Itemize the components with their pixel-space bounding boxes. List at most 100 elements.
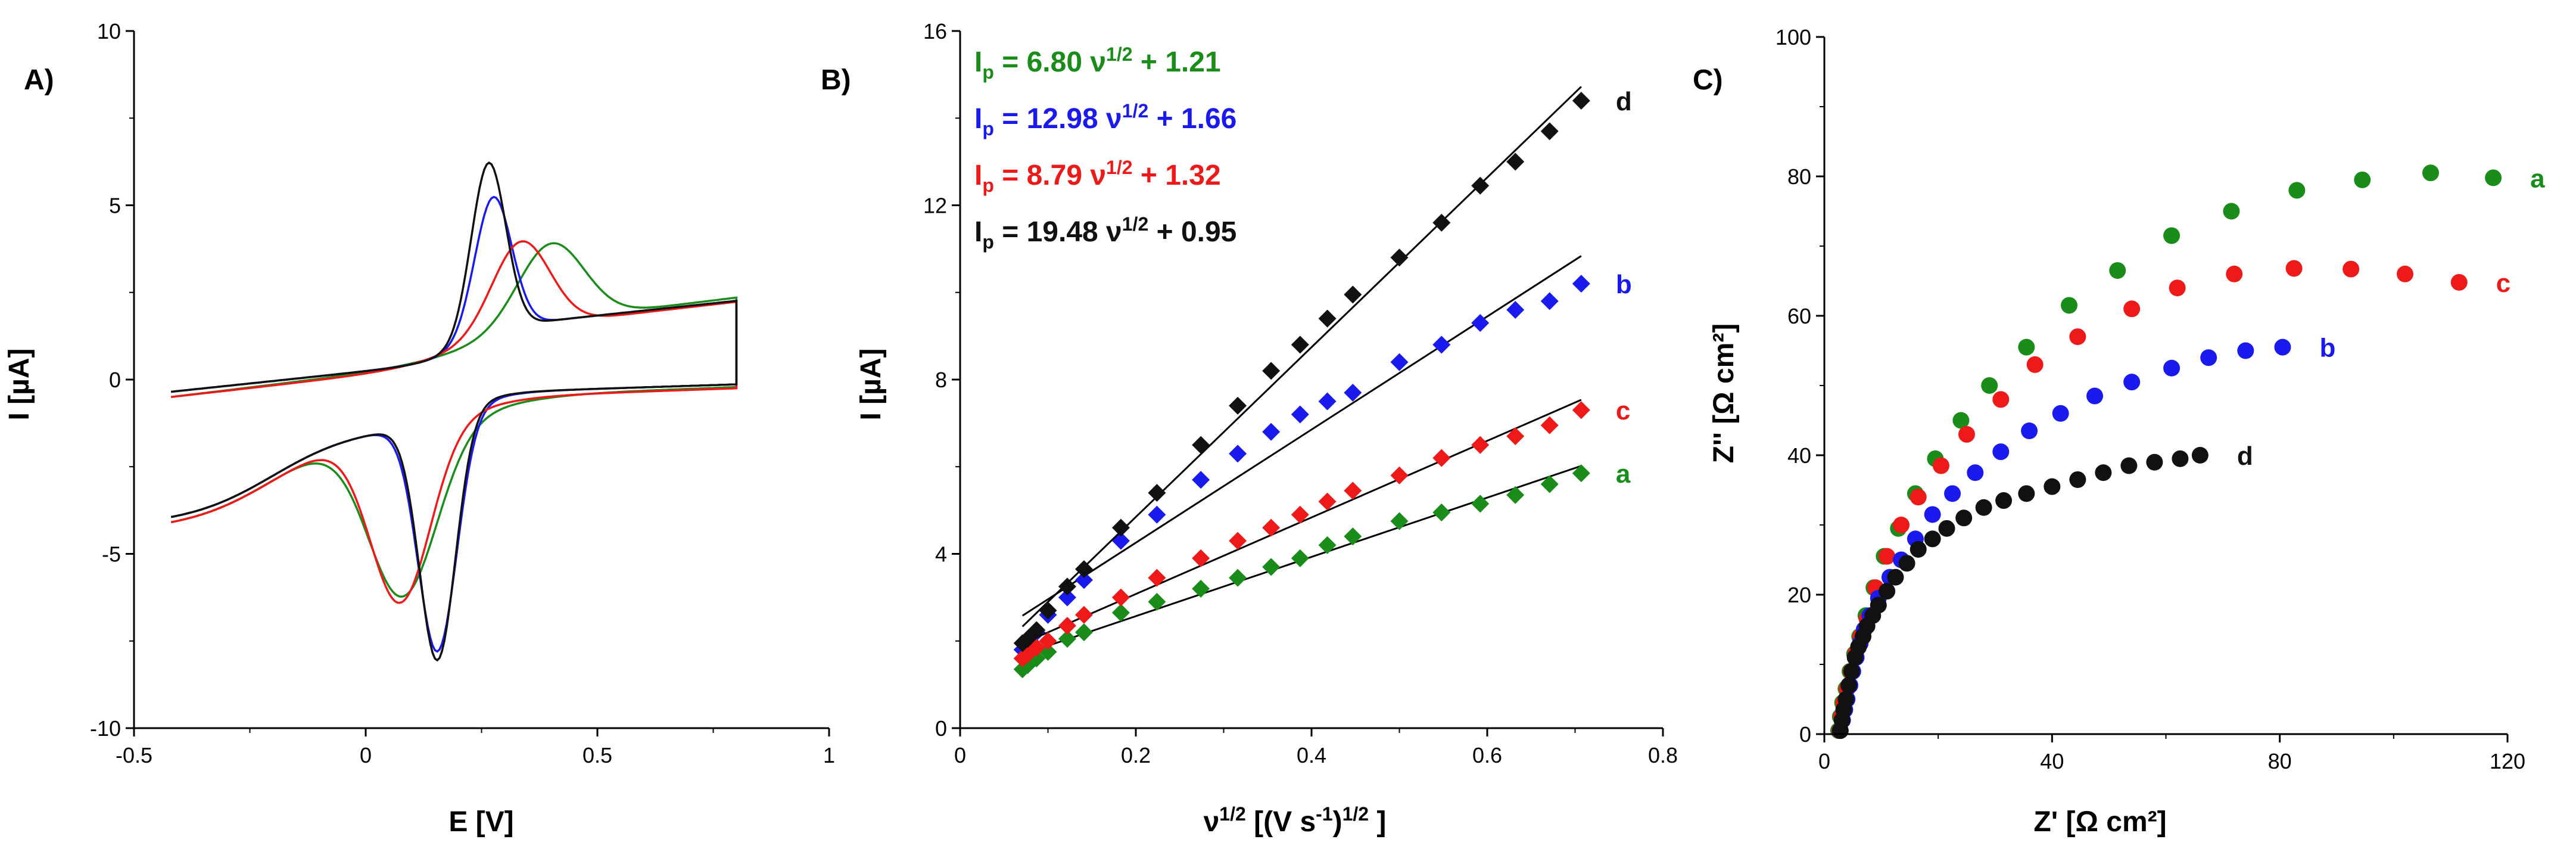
data-point-a — [2163, 227, 2181, 244]
panel-c-series-group: a c b d — [1830, 164, 2545, 739]
panel-a-axes: -10 -5 0 5 10 -0.5 0 0.5 1 — [90, 19, 835, 767]
data-point-d — [1843, 663, 1860, 680]
panel-b-y-tick-label: 0 — [935, 716, 947, 741]
data-point-a — [2354, 171, 2371, 188]
data-point-a — [2018, 338, 2035, 356]
data-point-d — [1887, 568, 1904, 586]
data-point-c — [2396, 265, 2413, 282]
data-point-b — [1967, 464, 1984, 481]
data-point-a — [1148, 592, 1166, 611]
data-point-a — [1390, 512, 1409, 530]
panel-c-y-tick-label: 40 — [1787, 443, 1811, 468]
panel-c-y-tick-label: 0 — [1799, 722, 1811, 747]
panel-b-ylabel: I [µA] — [855, 349, 887, 421]
data-point-c — [2285, 260, 2303, 277]
data-point-a — [1111, 604, 1130, 622]
data-point-b — [1390, 353, 1409, 371]
data-point-d — [2095, 464, 2112, 481]
data-point-d — [1344, 285, 1362, 304]
data-point-b — [1318, 392, 1337, 411]
fit-equation-2: Ip = 12.98 ν1/2 + 1.66 — [974, 100, 1236, 139]
data-point-a — [1074, 623, 1093, 642]
data-point-d — [2018, 485, 2035, 502]
data-point-a — [1471, 495, 1490, 513]
panel-a-y-tick-label: 0 — [109, 368, 121, 392]
panel-a-y-tick-label: -5 — [102, 542, 121, 567]
panel-c-x-tick-label: 120 — [2490, 749, 2525, 773]
panel-b-series-group: a b c d — [1013, 86, 1632, 679]
data-point-a — [1952, 412, 1970, 429]
series-label-b: b — [1616, 270, 1632, 299]
panel-b-y-tick-label: 8 — [935, 368, 947, 392]
panel-c-axes: 0 20 40 60 80 100 0 40 80 120 — [1776, 25, 2525, 773]
data-point-c — [1879, 548, 1896, 565]
data-point-d — [1910, 540, 1927, 558]
data-point-c — [1344, 481, 1362, 500]
data-point-a — [1432, 504, 1451, 522]
panel-a-label: A) — [24, 64, 54, 96]
data-point-c — [1039, 632, 1057, 650]
data-point-b — [1344, 383, 1362, 402]
data-point-d — [1192, 436, 1210, 454]
panel-b-equations: Ip = 6.80 ν1/2 + 1.21 Ip = 12.98 ν1/2 + 1… — [974, 43, 1236, 253]
data-point-a — [1572, 464, 1590, 483]
data-point-a — [1344, 527, 1362, 546]
panel-b-xlabel-nu: ν — [1204, 806, 1220, 838]
data-point-a — [1262, 558, 1281, 576]
data-point-d — [1262, 362, 1281, 380]
panel-b-scatter-plot: B) a b c d 0 4 8 12 16 0 0.2 0.4 0.6 0.8 Ip = 6.80 ν… — [821, 19, 1678, 838]
data-point-c — [1432, 449, 1451, 467]
panel-b-xlabel-sup2: -1 — [1316, 803, 1332, 825]
panel-c-y-tick-label: 80 — [1787, 164, 1811, 189]
series-label-a: a — [2530, 164, 2545, 193]
panel-b-xlabel-sup1: 1/2 — [1219, 803, 1245, 825]
panel-b-y-tick-label: 16 — [923, 19, 947, 43]
data-point-b — [1291, 405, 1309, 424]
panel-c-y-tick-label: 20 — [1787, 583, 1811, 607]
panel-a-series-group — [170, 161, 738, 662]
panel-c-x-tick-label: 40 — [2040, 749, 2064, 773]
data-point-a — [2061, 297, 2078, 314]
data-point-c — [1111, 588, 1130, 607]
panel-b-x-tick-label: 0 — [954, 743, 966, 767]
data-point-d — [1318, 309, 1337, 328]
fit-line-b — [1021, 255, 1582, 617]
fit-line-d — [1021, 86, 1582, 627]
data-point-b — [1074, 571, 1093, 589]
panel-a-xlabel: E [V] — [448, 806, 513, 838]
panel-c-xlabel: Z' [Ω cm²] — [2033, 806, 2166, 838]
data-point-a — [2422, 164, 2439, 182]
panel-b-label: B) — [821, 64, 851, 96]
data-point-b — [1924, 506, 1941, 523]
panel-c-x-tick-label: 0 — [1818, 749, 1830, 773]
data-point-c — [1262, 518, 1281, 537]
data-point-d — [1879, 583, 1896, 600]
data-point-c — [1192, 549, 1210, 567]
panel-b-xlabel-sup3: 1/2 — [1342, 803, 1369, 825]
data-point-b — [2274, 338, 2291, 356]
data-point-d — [1058, 577, 1076, 596]
panel-a-x-tick-label: 1 — [823, 743, 835, 767]
data-point-b — [2123, 374, 2141, 391]
data-point-c — [1893, 517, 1910, 533]
panel-b-x-tick-label: 0.4 — [1297, 743, 1326, 767]
data-point-c — [2069, 328, 2086, 346]
data-point-c — [2169, 279, 2186, 297]
fit-equation-1: Ip = 6.80 ν1/2 + 1.21 — [974, 43, 1221, 83]
data-point-d — [1111, 518, 1130, 537]
data-point-c — [1148, 568, 1166, 587]
data-point-d — [1938, 520, 1955, 537]
data-point-b — [1506, 301, 1525, 319]
panel-b-y-tick-label: 4 — [935, 542, 947, 567]
data-point-d — [1027, 621, 1046, 639]
data-point-d — [1432, 213, 1451, 232]
fit-equation-4: Ip = 19.48 ν1/2 + 0.95 — [974, 213, 1236, 253]
data-point-c — [1390, 466, 1409, 484]
panel-c-y-tick-label: 60 — [1787, 304, 1811, 328]
panel-a-x-tick-label: 0.5 — [583, 743, 612, 767]
data-point-b — [1058, 588, 1076, 607]
panel-b-xlabel-close: ) — [1333, 806, 1342, 838]
data-point-d — [1506, 153, 1525, 171]
data-point-b — [1540, 292, 1559, 310]
data-point-c — [1910, 489, 1927, 506]
